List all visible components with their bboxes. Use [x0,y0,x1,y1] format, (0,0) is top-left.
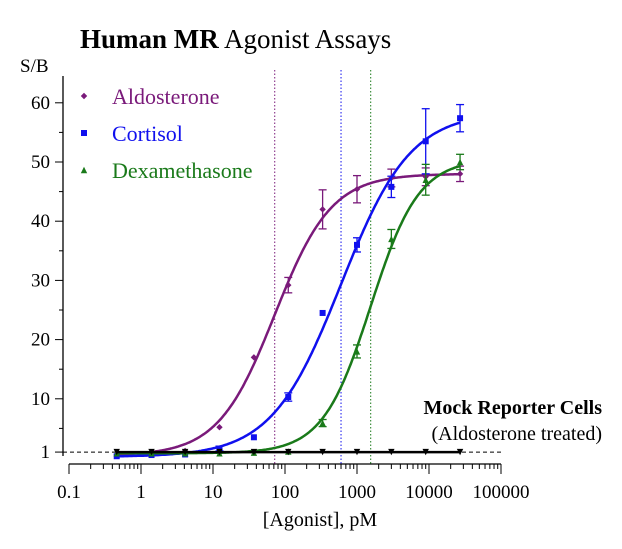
data-point-triangle-down [456,448,464,456]
y-tick-label: 1 [41,442,51,463]
data-point-triangle [80,166,88,174]
data-point-diamond [216,424,223,431]
data-point-triangle-down [250,448,258,456]
y-tick-label: 30 [31,270,50,291]
data-point-triangle-down [319,448,326,456]
data-point-square [285,394,292,401]
legend-label-aldosterone: Aldosterone [112,84,220,109]
chart-title: Human MR Agonist Assays [80,24,391,54]
y-tick-label: 50 [31,152,50,173]
data-point-diamond [80,92,88,100]
data-point-square [422,138,429,145]
y-tick-label: 60 [31,93,50,114]
data-point-triangle-down [422,448,429,456]
data-point-triangle-down [353,448,361,456]
x-tick-label: 100000 [473,482,530,503]
x-tick-label: 0.1 [57,482,81,503]
data-point-square [81,130,87,136]
data-point-square [457,115,464,122]
series-dexamethasone [113,153,465,457]
y-axis-label: S/B [20,56,49,77]
x-tick-label: 100 [271,482,300,503]
data-point-triangle [456,158,464,166]
x-tick-label: 1 [136,482,146,503]
y-tick-label: 20 [31,330,50,351]
series-mock-reporter-cells [113,448,464,456]
data-point-diamond [250,354,258,361]
data-point-triangle-down [113,448,120,456]
data-point-triangle-down [148,448,155,456]
y-tick-label: 40 [31,211,50,232]
legend-label-dexamethasone: Dexamethasone [112,158,253,183]
data-point-diamond [353,186,361,193]
annotation-line2: (Aldosterone treated) [432,423,602,445]
y-tick-label: 10 [31,389,50,410]
data-point-diamond [319,206,326,213]
data-point-triangle [388,235,395,243]
x-tick-label: 1000 [338,482,376,503]
data-point-triangle [319,419,326,427]
x-tick-label: 10000 [405,482,453,503]
data-point-square [354,241,360,248]
legend-label-cortisol: Cortisol [112,121,183,146]
series-aldosterone [113,165,465,459]
data-point-triangle-down [388,448,395,456]
x-tick-label: 10 [204,482,223,503]
data-point-triangle-down [216,448,223,456]
data-point-triangle-down [181,448,189,456]
annotation-line1: Mock Reporter Cells [424,397,603,419]
data-point-triangle [353,348,361,355]
data-point-triangle [422,176,429,183]
data-point-square [319,309,326,316]
fit-curve [115,173,461,456]
x-axis-label: [Agonist], pM [263,509,378,531]
data-point-triangle-down [285,448,292,456]
data-point-diamond [285,281,292,289]
fit-curve [116,164,461,455]
data-point-square [388,183,395,190]
data-point-square [216,445,223,452]
data-point-diamond [456,170,464,178]
data-point-square [250,434,257,441]
